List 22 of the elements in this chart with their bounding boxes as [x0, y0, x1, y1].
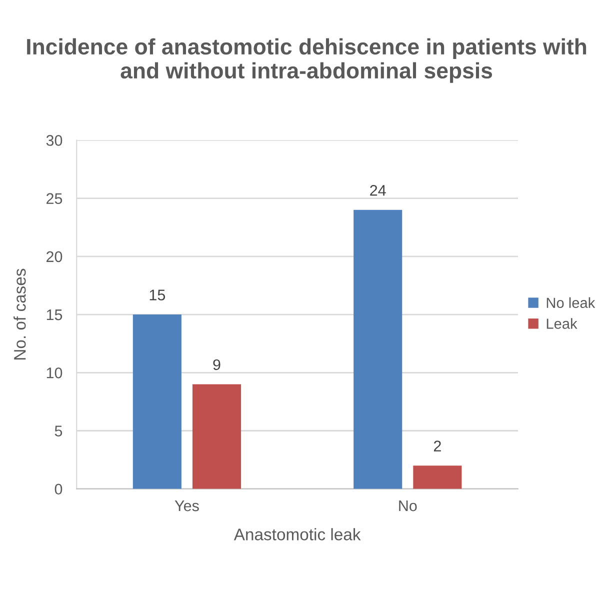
bar — [192, 384, 242, 489]
bar — [354, 210, 402, 489]
y-tick-label: 10 — [46, 368, 62, 378]
legend-label: No leak — [546, 297, 596, 308]
bar — [132, 314, 182, 489]
y-tick-label: 30 — [46, 135, 62, 146]
x-tick-label: Yes — [174, 500, 199, 512]
y-tick-label: 25 — [46, 193, 62, 204]
x-axis-title: Anastomotic leak — [234, 528, 361, 540]
legend-label: Leak — [546, 318, 578, 329]
data-label: 9 — [213, 359, 220, 370]
y-tick-label: 20 — [46, 251, 62, 262]
chart-title: Incidence of anastomotic dehiscence in patients with and without intra-abdominal sepsis — [27, 38, 586, 83]
y-tick-label: 0 — [54, 484, 62, 495]
y-tick-label: 15 — [46, 310, 62, 320]
data-label: 24 — [370, 184, 386, 196]
x-tick-label: No — [399, 500, 417, 512]
data-label: 2 — [434, 440, 441, 452]
y-tick-label: 5 — [54, 426, 62, 436]
bar — [413, 466, 462, 489]
data-label: 15 — [150, 290, 166, 300]
y-axis-title: No. of cases — [14, 268, 26, 360]
